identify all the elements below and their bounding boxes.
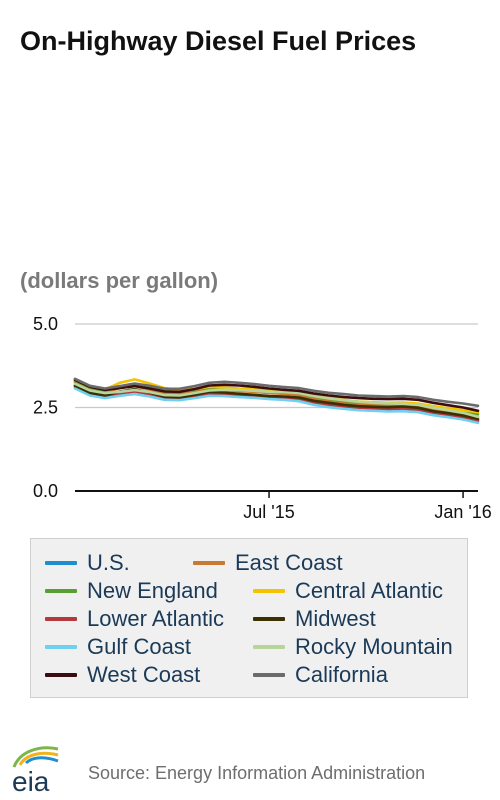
legend-swatch [45,645,77,649]
legend-label: Central Atlantic [295,578,443,603]
legend-swatch [253,673,285,677]
legend-item-west-coast: West Coast [45,661,200,689]
y-tick-label: 0.0 [33,481,58,501]
legend-label: Lower Atlantic [87,606,224,631]
legend-swatch [45,589,77,593]
chart-title: On-Highway Diesel Fuel Prices [20,26,417,56]
series-lines [73,377,480,425]
eia-logo: eia [12,746,59,797]
legend-item-central-atlantic: Central Atlantic [253,577,443,605]
x-tick-label: Jul '15 [243,502,294,522]
legend-item-midwest: Midwest [253,605,376,633]
legend-label: Midwest [295,606,376,631]
legend-swatch [253,617,285,621]
y-tick-label: 2.5 [33,398,58,418]
legend-label: New England [87,578,218,603]
legend-item-california: California [253,661,388,689]
legend-item-rocky-mountain: Rocky Mountain [253,633,453,661]
footer: eia Source: Energy Information Administr… [0,735,500,797]
legend-item-new-england: New England [45,577,218,605]
legend-label: West Coast [87,662,201,687]
legend-swatch [45,673,77,677]
series-line-gulf-coast [73,387,480,425]
legend-swatch [253,589,285,593]
legend-item-lower-atlantic: Lower Atlantic [45,605,224,633]
legend: U.S. East Coast New England Central Atlanti… [30,538,468,698]
legend-label: Rocky Mountain [295,634,453,659]
legend-item-gulf-coast: Gulf Coast [45,633,191,661]
legend-item-u-s: U.S. [45,549,130,577]
legend-label: Gulf Coast [87,634,191,659]
legend-item-east-coast: East Coast [193,549,343,577]
legend-label: California [295,662,388,687]
legend-label: East Coast [235,550,343,575]
x-axis: 0.0 2.5 5.0 Jul '15 Jan '16 [33,314,492,522]
source-note: Source: Energy Information Administratio… [88,763,426,783]
logo-wordmark: eia [12,766,50,797]
y-axis-unit-label: (dollars per gallon) [20,268,219,293]
legend-swatch [253,645,285,649]
series-line-west-coast [73,378,480,413]
legend-label: U.S. [87,550,130,575]
line-chart: 0.0 2.5 5.0 Jul '15 Jan '16 [33,314,492,522]
legend-swatch [45,617,77,621]
series-line-lower-atlantic [73,385,480,423]
series-line-california [73,377,480,408]
x-tick-label: Jan '16 [434,502,491,522]
legend-swatch [193,561,225,565]
legend-swatch [45,561,77,565]
series-line-rocky-mountain [73,382,480,419]
y-tick-label: 5.0 [33,314,58,334]
